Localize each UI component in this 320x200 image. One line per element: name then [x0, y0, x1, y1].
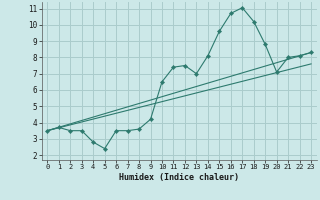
X-axis label: Humidex (Indice chaleur): Humidex (Indice chaleur)	[119, 173, 239, 182]
